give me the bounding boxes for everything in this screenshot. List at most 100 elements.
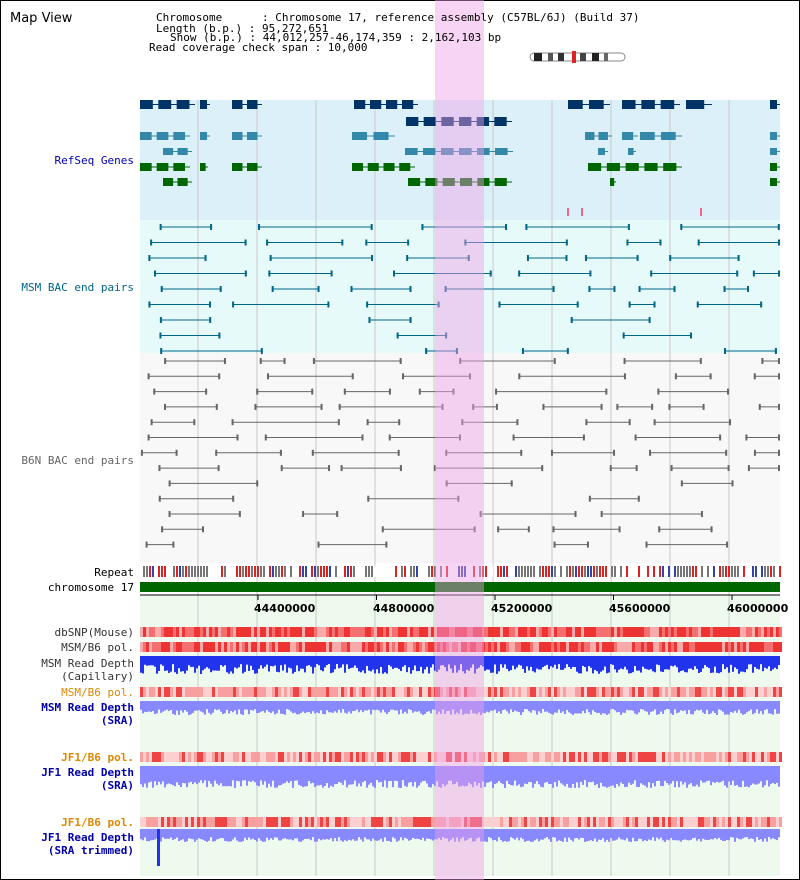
repeat-element <box>587 566 589 577</box>
read-depth-bar <box>634 766 636 781</box>
read-depth-bar <box>248 766 250 782</box>
snp-density-cell <box>194 817 197 827</box>
read-depth-bar <box>376 701 378 710</box>
repeat-element <box>368 566 370 577</box>
read-depth-bar <box>318 829 320 839</box>
snp-density-cell <box>425 642 428 652</box>
repeat-element <box>215 566 217 577</box>
read-depth-bar <box>348 656 350 670</box>
read-depth-bar <box>766 701 768 710</box>
snp-density-cell <box>491 817 494 827</box>
snp-density-cell <box>713 642 716 652</box>
gene-exon <box>770 163 777 171</box>
snp-density-cell <box>410 627 413 637</box>
read-depth-bar <box>652 701 654 712</box>
read-depth-bar <box>716 701 718 715</box>
snp-density-cell <box>497 642 500 652</box>
snp-density-cell <box>686 627 689 637</box>
read-depth-bar <box>666 656 668 670</box>
read-depth-bar <box>504 766 506 788</box>
snp-density-cell <box>290 752 293 762</box>
read-depth-bar <box>640 829 642 839</box>
read-depth-bar <box>568 701 570 713</box>
read-depth-bar <box>462 766 464 786</box>
bac-end <box>553 358 556 364</box>
snp-density-cell <box>695 817 698 827</box>
read-depth-bar <box>474 829 476 842</box>
gene-exon <box>386 100 398 109</box>
read-depth-bar <box>310 656 312 667</box>
snp-density-cell <box>356 752 359 762</box>
bac-end <box>541 465 544 472</box>
read-depth-bar <box>432 656 434 665</box>
snp-density-cell <box>404 642 407 652</box>
snp-density-cell <box>773 752 776 762</box>
repeat-element <box>563 566 565 577</box>
snp-density-cell <box>167 687 170 697</box>
read-depth-bar <box>580 656 582 674</box>
read-depth-bar <box>178 701 180 715</box>
read-depth-bar <box>406 829 408 839</box>
msm-read-depth-capillary-label: MSM Read Depth <box>41 657 134 670</box>
repeat-element <box>632 566 634 577</box>
snp-density-cell <box>431 687 434 697</box>
read-depth-bar <box>160 829 162 842</box>
snp-density-cell <box>389 627 392 637</box>
snp-density-cell <box>284 642 287 652</box>
snp-density-cell <box>239 627 242 637</box>
read-depth-bar <box>726 701 728 715</box>
snp-density-cell <box>176 752 179 762</box>
bac-end <box>148 255 151 261</box>
gene-exon <box>247 163 258 171</box>
repeat-element <box>197 566 199 577</box>
snp-density-cell <box>446 817 449 827</box>
repeat-element <box>512 566 514 577</box>
gene-exon <box>367 163 379 171</box>
snp-density-cell <box>431 752 434 762</box>
read-depth-bar <box>184 656 186 674</box>
snp-density-cell <box>317 817 320 827</box>
read-depth-bar <box>322 656 324 672</box>
snp-density-cell <box>569 817 572 827</box>
snp-density-cell <box>620 687 623 697</box>
snp-density-cell <box>197 642 200 652</box>
read-depth-bar <box>394 656 396 668</box>
snp-density-cell <box>599 642 602 652</box>
snp-density-cell <box>323 627 326 637</box>
repeat-element <box>173 566 175 577</box>
read-depth-bar <box>574 829 576 839</box>
read-depth-bar <box>482 829 484 842</box>
read-depth-bar <box>408 656 410 668</box>
read-depth-bar <box>318 701 320 714</box>
snp-density-cell <box>758 627 761 637</box>
snp-density-cell <box>779 687 782 697</box>
snp-density-cell <box>668 627 671 637</box>
read-depth-bar <box>158 701 160 710</box>
read-depth-bar <box>698 701 700 711</box>
snp-density-cell <box>203 687 206 697</box>
bac-end <box>618 526 621 533</box>
read-depth-bar <box>194 829 196 842</box>
bac-end <box>328 465 331 472</box>
snp-density-cell <box>314 642 317 652</box>
selected-region-highlight[interactable] <box>435 0 484 880</box>
bac-end <box>154 270 157 277</box>
snp-density-cell <box>314 752 317 762</box>
snp-density-cell <box>590 642 593 652</box>
read-depth-bar <box>634 701 636 714</box>
read-depth-bar <box>324 701 326 715</box>
bac-end <box>697 239 700 246</box>
read-depth-bar <box>428 656 430 674</box>
snp-density-cell <box>614 752 617 762</box>
read-depth-bar <box>568 829 570 838</box>
repeat-element <box>233 566 235 577</box>
snp-density-cell <box>482 642 485 652</box>
snp-density-cell <box>272 817 275 827</box>
read-depth-bar <box>168 656 170 673</box>
read-depth-bar <box>426 656 428 667</box>
repeat-element <box>578 566 580 577</box>
msm-read-depth-sra-sub: (SRA) <box>100 714 134 727</box>
snp-density-cell <box>179 627 182 637</box>
read-depth-bar <box>362 656 364 671</box>
read-depth-bar <box>400 766 402 788</box>
